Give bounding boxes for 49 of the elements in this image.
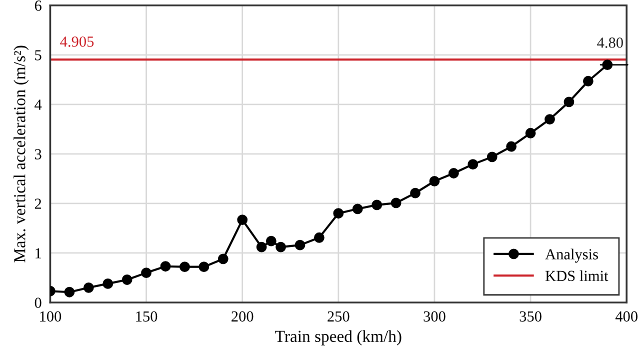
x-tick-label: 100 [40, 311, 62, 322]
x-tick-label: 400 [615, 311, 638, 322]
x-tick-label: 250 [328, 311, 350, 322]
point [486, 152, 498, 162]
point [333, 208, 344, 219]
point [410, 188, 420, 198]
y-tick-label: 6 [34, 0, 42, 11]
point [218, 254, 228, 264]
point [83, 282, 94, 293]
point [468, 159, 478, 170]
point [352, 204, 363, 214]
point [102, 278, 114, 289]
legend-label: Analysis [545, 248, 598, 263]
point [141, 268, 152, 278]
point [180, 262, 190, 272]
x-tick-label: 150 [136, 311, 158, 322]
x-tick-label: 300 [424, 311, 446, 322]
x-tick-label: 350 [520, 311, 542, 322]
legend-label: KDS limit [545, 270, 608, 282]
y-tick-label: 3 [34, 149, 42, 160]
point [276, 242, 286, 252]
y-tick-label: 2 [34, 198, 42, 209]
point [448, 168, 459, 178]
point [237, 214, 248, 226]
y-tick-label: 4 [34, 100, 42, 110]
point [294, 240, 306, 250]
point [314, 232, 324, 243]
point [564, 96, 574, 108]
y-tick-label: 1 [36, 248, 41, 258]
x-tick-label: 200 [232, 311, 254, 322]
point [390, 198, 402, 208]
point [122, 274, 132, 285]
point [256, 242, 267, 252]
point [544, 114, 555, 124]
point [160, 261, 171, 272]
y-axis-title: Max. vertical acceleration (m/s²) [14, 46, 29, 262]
point [582, 76, 594, 86]
x-axis-title: Train speed (km/h) [275, 330, 402, 346]
point [506, 141, 517, 152]
point [198, 262, 210, 272]
y-tick-label: 5 [35, 50, 42, 60]
point [429, 176, 440, 186]
point [525, 128, 536, 138]
annotation: 4.80 [597, 37, 623, 48]
point [64, 286, 75, 298]
point [372, 200, 382, 210]
y-tick-label: 0 [34, 298, 42, 308]
point [266, 236, 276, 246]
annotation: 4.905 [60, 36, 94, 47]
